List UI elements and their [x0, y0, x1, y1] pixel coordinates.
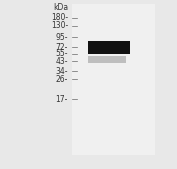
Text: kDa: kDa — [53, 4, 68, 13]
Text: 95-: 95- — [56, 32, 68, 42]
Bar — [88, 41, 130, 54]
Text: 130-: 130- — [51, 21, 68, 30]
Text: 180-: 180- — [51, 14, 68, 22]
Text: 72-: 72- — [56, 42, 68, 52]
Text: 26-: 26- — [56, 75, 68, 83]
Bar — [72, 4, 155, 155]
Text: 43-: 43- — [56, 56, 68, 66]
Text: 17-: 17- — [56, 94, 68, 103]
Bar — [88, 56, 126, 63]
Text: 34-: 34- — [56, 66, 68, 76]
Text: 55-: 55- — [56, 50, 68, 58]
